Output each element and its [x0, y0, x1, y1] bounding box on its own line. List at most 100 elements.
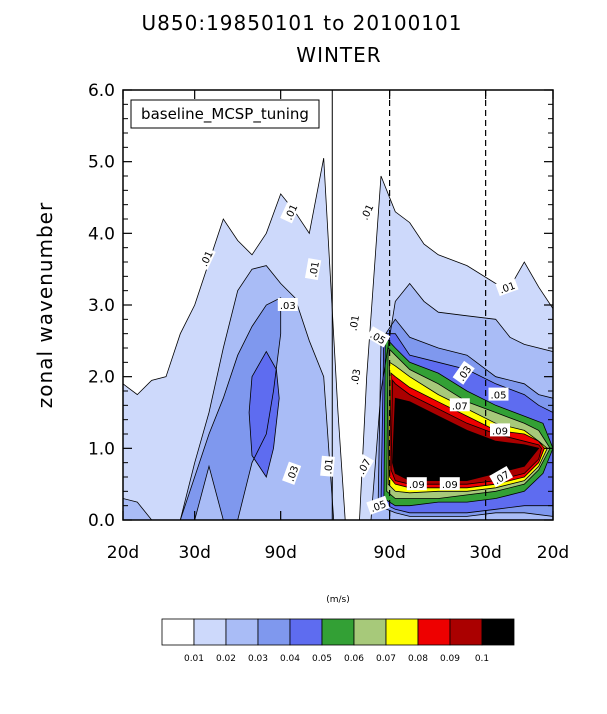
colorbar-tick-label: 0.03 [248, 654, 268, 664]
colorbar-units: (m/s) [326, 595, 350, 605]
y-tick-label: 4.0 [88, 224, 115, 244]
y-tick-label: 3.0 [88, 296, 115, 316]
contour-label: .05 [491, 391, 507, 402]
contour-label-group: .01 [356, 199, 377, 224]
contour-label-bg [195, 246, 216, 270]
contour-label: .09 [442, 480, 458, 491]
colorbar-tick-label: 0.05 [312, 654, 332, 664]
colorbar-tick-label: 0.01 [184, 654, 204, 664]
contour-label-group: .03 [346, 365, 364, 388]
colorbar-swatch [449, 618, 483, 646]
contour-line-8 [387, 361, 548, 494]
contour-line-10 [390, 379, 542, 485]
contour-line-7 [386, 347, 551, 499]
colorbar-tick-label: 0.09 [440, 654, 460, 664]
chart-title: U850:19850101 to 20100101 [142, 11, 463, 35]
contour-label-group: .05 [488, 387, 509, 402]
colorbar-tick-label: 0.04 [280, 654, 300, 664]
x-tick-label: 20d [107, 543, 139, 563]
x-tick-label: 90d [264, 543, 296, 563]
contour-label: .01 [308, 261, 322, 279]
chart-subtitle: WINTER [296, 43, 381, 67]
contour-label-bg [280, 199, 301, 224]
contour-label-group: .09 [406, 477, 427, 491]
contour-label-bg [352, 454, 374, 478]
contour-label-bg [356, 199, 377, 224]
contour-label-bg [346, 365, 363, 388]
contour-label-group: .03 [277, 298, 298, 312]
colorbar-swatch [161, 618, 195, 646]
legend-label: baseline_MCSP_tuning [141, 105, 309, 124]
contour-label: .09 [409, 480, 425, 491]
contour-label-group: .01 [320, 455, 336, 477]
contour-label-group: .01 [345, 311, 362, 334]
colorbar-swatch [193, 618, 227, 646]
contour-label-bg [320, 455, 335, 477]
contour-fill-11 [392, 398, 539, 481]
contour-label-bg [488, 387, 509, 401]
y-tick-label: 5.0 [88, 153, 115, 173]
contour-label-bg [366, 326, 391, 348]
colorbar-swatch [417, 618, 451, 646]
x-tick-label: 20d [537, 543, 569, 563]
contour-label-bg [449, 398, 470, 412]
contour-label-bg [439, 477, 460, 491]
x-tick-label: 30d [178, 543, 210, 563]
y-tick-label: 0.0 [88, 511, 115, 531]
colorbar-swatch [321, 618, 355, 646]
contour-label-group: .01 [304, 258, 322, 281]
contour-fill-3 [249, 351, 280, 477]
contour-line-6 [383, 336, 554, 507]
contour-label-group: .01 [495, 277, 519, 297]
contour-label-bg [366, 495, 390, 515]
colorbar-swatch [353, 618, 387, 646]
contour-label-bg [282, 461, 302, 485]
contour-label: .01 [498, 281, 517, 297]
colorbar-swatch [481, 618, 515, 646]
contour-label-group: .03 [282, 461, 302, 485]
colorbar-tick-label: 0.07 [376, 654, 396, 664]
contour-label-bg [304, 258, 322, 281]
contour-label-group: .09 [439, 477, 460, 491]
contour-label: .05 [369, 499, 388, 515]
colorbar-tick-label: 0.1 [475, 654, 489, 664]
contour-label-group: .05 [366, 495, 390, 515]
contour-line-3 [248, 350, 280, 478]
contour-label: .01 [323, 458, 335, 475]
x-tick-label: 90d [373, 543, 405, 563]
contour-label: .03 [350, 368, 364, 386]
contour-line-2 [179, 297, 282, 521]
y-tick-label: 6.0 [88, 81, 115, 101]
contour-label-bg [490, 423, 510, 437]
contour-label-bg [277, 298, 298, 311]
colorbar-swatch [289, 618, 323, 646]
y-axis-label: zonal wavenumber [33, 202, 57, 408]
y-tick-label: 1.0 [88, 439, 115, 459]
contour-label: .09 [492, 426, 508, 437]
contour-label-bg [495, 277, 519, 297]
contour-label-group: .07 [449, 398, 470, 412]
legend-box [130, 99, 320, 129]
contour-label-bg [489, 465, 514, 488]
contour-label: .03 [286, 465, 302, 484]
contour-line-9 [389, 372, 545, 489]
contour-label-bg [452, 360, 475, 385]
colorbar-swatch [225, 618, 259, 646]
contour-label-bg [345, 311, 362, 334]
y-tick-label: 2.0 [88, 368, 115, 388]
contour-line-4 [377, 318, 554, 517]
colorbar-tick-label: 0.02 [216, 654, 236, 664]
contour-label: .07 [452, 401, 468, 412]
colorbar-tick-label: 0.08 [408, 654, 428, 664]
contour-label: .03 [280, 301, 296, 312]
contour-line-5 [380, 333, 554, 514]
colorbar-swatch [385, 618, 419, 646]
contour-label: .01 [348, 314, 362, 332]
contour-label-bg [406, 477, 427, 491]
contour-label-group: .09 [490, 423, 510, 437]
contour-fill-2 [180, 297, 281, 520]
x-tick-label: 30d [469, 543, 501, 563]
colorbar-swatch [257, 618, 291, 646]
colorbar-tick-label: 0.06 [344, 654, 364, 664]
